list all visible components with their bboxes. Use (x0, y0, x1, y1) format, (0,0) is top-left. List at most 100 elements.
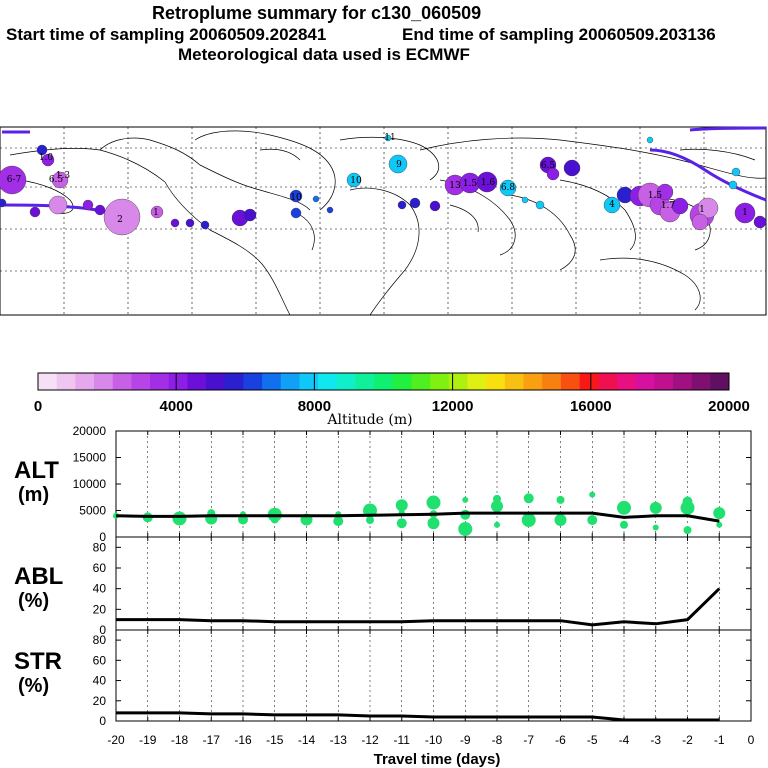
start-time: Start time of sampling 20060509.202841 (6, 25, 327, 44)
colorbar-cell (168, 373, 188, 390)
alt-point (521, 513, 536, 528)
y-tick-label: 20000 (73, 424, 107, 438)
colorbar-cell (467, 373, 487, 390)
plume-marker (697, 197, 719, 219)
plume-marker (170, 218, 180, 228)
plume-marker (103, 198, 141, 236)
plume-marker (0, 198, 7, 208)
plume-marker (51, 171, 69, 189)
colorbar-cell (262, 373, 282, 390)
plume-label: 6.5 (541, 161, 556, 171)
plume-marker (397, 200, 407, 210)
alt-point (426, 495, 441, 510)
plume-marker (521, 196, 529, 204)
colorbar-cell (486, 373, 506, 390)
colorbar-cell (691, 373, 711, 390)
plume-marker (243, 208, 257, 222)
x-tick-label: -12 (361, 733, 379, 747)
x-tick-label: 0 (748, 733, 755, 747)
colorbar-cell (579, 373, 599, 390)
colorbar-cell (504, 373, 525, 390)
plume-label: 4 (609, 200, 615, 210)
x-tick-label: -2 (682, 733, 693, 747)
plume-marker (346, 172, 362, 188)
colorbar-cell (131, 373, 151, 390)
plume-marker (753, 215, 767, 229)
plume-marker (290, 207, 302, 219)
x-tick-label: -15 (266, 733, 284, 747)
plume-marker (691, 213, 709, 231)
colorbar-cell (374, 373, 394, 390)
altitude-colorbar: 0 4000 8000 12000 16000 20000 Altitude (m) (34, 372, 750, 428)
plume-label: 9 (396, 160, 402, 170)
x-tick-label: -8 (492, 733, 503, 747)
plume-marker (0, 165, 27, 195)
alt-point (649, 501, 662, 514)
plume-label: 10 (350, 176, 362, 186)
plume-label: 6.8 (501, 183, 516, 193)
x-tick-label: -18 (171, 733, 189, 747)
y-tick-label: 80 (93, 540, 107, 554)
map-graticule (0, 127, 766, 315)
y-tick-label: 80 (93, 633, 107, 647)
plume-marker (41, 153, 55, 167)
colorbar-cell (38, 373, 58, 390)
colorbar-tick: 16000 (570, 398, 612, 415)
colorbar-cell (616, 373, 637, 390)
abl-label-top: ABL (14, 563, 63, 590)
colorbar-cell (523, 373, 543, 390)
plume-label: 1.6 (481, 178, 496, 188)
plume-marker (82, 199, 94, 211)
colorbar-cell (654, 373, 674, 390)
alt-point (554, 514, 567, 527)
colorbar-cell (355, 373, 375, 390)
colorbar-cell (299, 373, 319, 390)
alt-point (523, 493, 534, 504)
colorbar-cell (280, 373, 300, 390)
y-tick-label: 15000 (73, 451, 107, 465)
abl-label-bot: (%) (18, 590, 49, 612)
colorbar-cell (112, 373, 132, 390)
plume-marker (326, 206, 334, 214)
plume-marker (563, 159, 581, 177)
plume-marker (409, 197, 421, 209)
plume-label: 1.0 (39, 153, 54, 163)
plume-label: 1.5 (463, 179, 478, 189)
colorbar-label: Altitude (m) (326, 412, 412, 428)
alt-point (494, 521, 500, 528)
plume-marker (384, 134, 392, 142)
colorbar-cell (710, 373, 730, 390)
colorbar-cell (243, 373, 263, 390)
alt-point (589, 491, 596, 498)
colorbar-cell (206, 373, 226, 390)
plume-marker (36, 144, 48, 156)
plume-label: 1 (153, 208, 159, 218)
colorbar-cell (411, 373, 431, 390)
x-tick-label: -9 (460, 733, 471, 747)
colorbar-cell (448, 373, 469, 390)
plume-marker (671, 197, 689, 215)
colorbar-ticks: 0 4000 8000 12000 16000 20000 (34, 373, 750, 415)
colorbar-cell (392, 373, 413, 390)
x-tick-label: -3 (650, 733, 661, 747)
alt-point (491, 500, 503, 513)
plume-marker (646, 136, 654, 144)
colorbar-cell (598, 373, 618, 390)
alt-point (620, 520, 628, 529)
y-tick-label: 20 (93, 694, 107, 708)
plume-label: 6.5 (49, 175, 64, 185)
colorbar-cell (318, 373, 338, 390)
x-tick-label: -20 (107, 733, 125, 747)
colorbar-cell (187, 373, 207, 390)
plume-label: 1.5 (648, 191, 663, 201)
plume-marker (499, 179, 517, 197)
alt-point (713, 507, 726, 520)
x-tick-label: -17 (203, 733, 221, 747)
y-tick-label: 20 (93, 602, 107, 616)
str-label-bot: (%) (18, 675, 49, 697)
plume-marker (476, 171, 498, 193)
time-series-panels: ALT (m) ABL (%) STR (%) 0 5000 10000 15000 2… (14, 424, 755, 768)
